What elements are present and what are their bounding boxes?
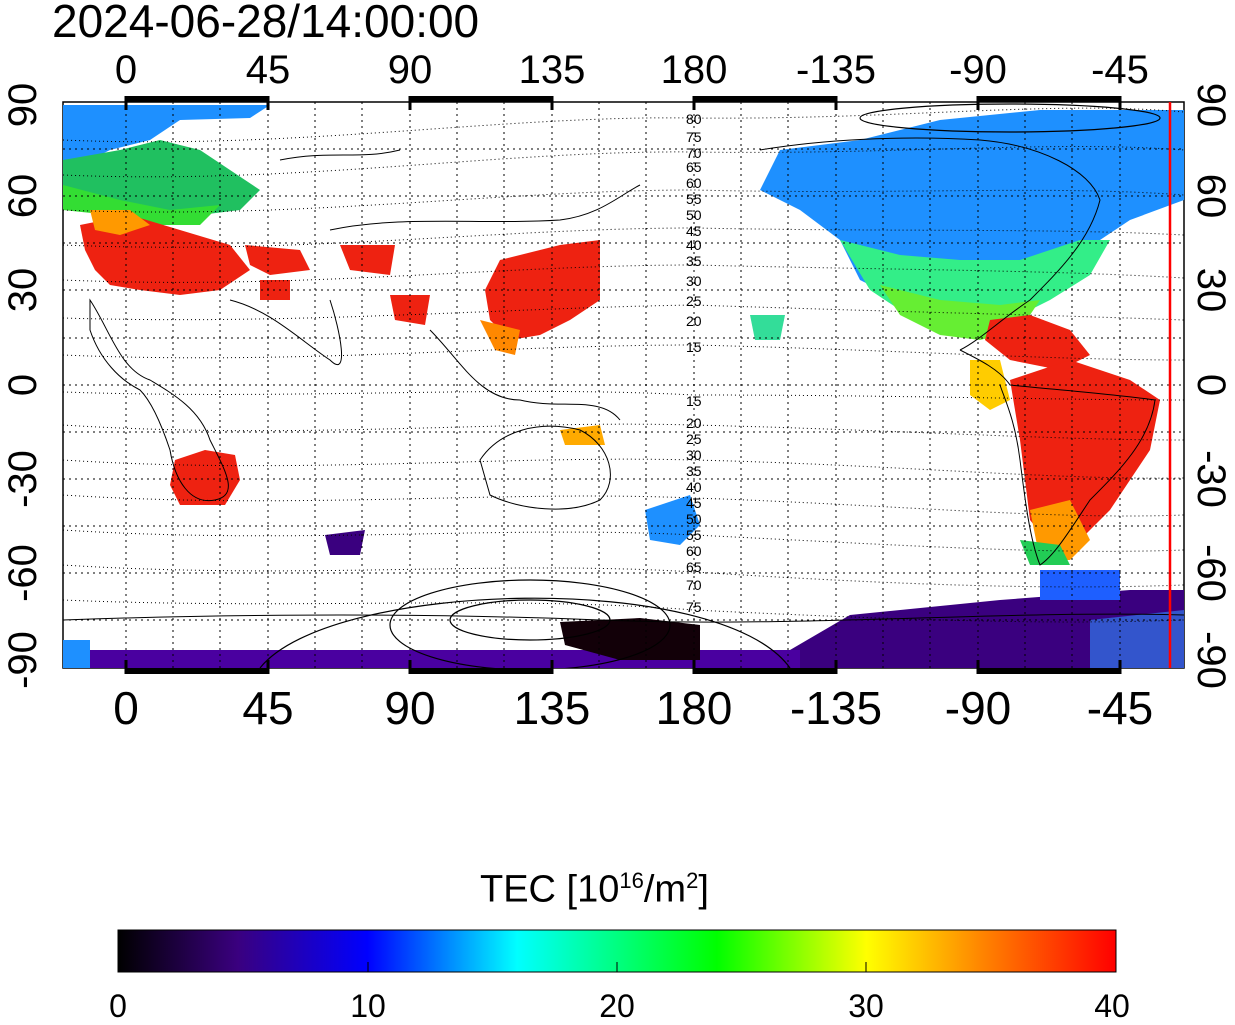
lat-right-tick-0: 90 (1189, 83, 1233, 128)
colorbar-tick-20: 20 (599, 988, 635, 1024)
pole-contours (259, 103, 1161, 668)
lat-left-tick-2: 30 (1, 268, 45, 313)
contour-label-s30: 30 (686, 447, 702, 463)
contour-label-n60: 60 (686, 175, 702, 191)
lon-top-tick-5: -135 (796, 48, 876, 92)
contour-label-s50: 50 (686, 511, 702, 527)
contour-label-s25: 25 (686, 431, 702, 447)
lat-right-tick-2: 30 (1189, 268, 1233, 313)
lon-bottom-tick-5: -135 (790, 682, 882, 734)
lon-top-tick-0: 0 (115, 48, 137, 92)
contour-label-s60: 60 (686, 543, 702, 559)
colorbar-label: TEC [1016/m2] (480, 868, 709, 912)
lon-top-tick-3: 135 (519, 48, 586, 92)
lon-top-tick-2: 90 (388, 48, 433, 92)
lon-top-tick-7: -45 (1091, 48, 1149, 92)
lon-axis-top: 0 45 90 135 180 -135 -90 -45 (115, 48, 1149, 92)
lon-bottom-tick-1: 45 (242, 682, 293, 734)
contour-label-n35: 35 (686, 253, 702, 269)
contour-label-n45: 45 (686, 223, 702, 239)
lat-left-tick-3: 0 (1, 374, 45, 396)
lat-right-tick-5: -60 (1189, 544, 1233, 602)
tec-data-layer (63, 105, 1184, 668)
contour-label-s40: 40 (686, 479, 702, 495)
contour-label-n50: 50 (686, 207, 702, 223)
map-title: 2024-06-28/14:00:00 (52, 0, 480, 47)
lon-top-tick-1: 45 (246, 48, 291, 92)
contour-label-s75: 75 (686, 599, 702, 615)
lat-right-tick-6: -90 (1189, 631, 1233, 689)
lon-bottom-tick-4: 180 (656, 682, 733, 734)
lat-left-tick-1: 60 (1, 174, 45, 219)
lon-bottom-tick-7: -45 (1087, 682, 1153, 734)
lat-left-tick-6: -90 (1, 631, 45, 689)
lat-left-tick-4: -30 (1, 450, 45, 508)
coastlines (63, 137, 1184, 623)
contour-label-s35: 35 (686, 463, 702, 479)
contour-label-n55: 55 (686, 191, 702, 207)
contour-label-s55: 55 (686, 527, 702, 543)
contour-label-n40: 40 (686, 237, 702, 253)
lon-top-tick-4: 180 (661, 48, 728, 92)
lon-top-tick-6: -90 (949, 48, 1007, 92)
contour-label-n75: 75 (686, 129, 702, 145)
contour-label-n70: 70 (686, 145, 702, 161)
lat-right-tick-1: 60 (1189, 174, 1233, 219)
contour-label-s70: 70 (686, 577, 702, 593)
colorbar-label-mid: /m (643, 868, 687, 911)
lat-axis-right: 90 60 30 0 -30 -60 -90 (1189, 83, 1233, 689)
contour-label-n15: 15 (686, 339, 702, 355)
lat-right-tick-4: -30 (1189, 450, 1233, 508)
colorbar-tick-0: 0 (109, 988, 127, 1024)
contour-labels: 80 75 70 65 60 55 50 45 40 35 30 25 20 1… (686, 111, 702, 615)
contour-label-n20: 20 (686, 313, 702, 329)
contour-label-n25: 25 (686, 293, 702, 309)
graticule (63, 102, 1184, 668)
lon-bottom-tick-6: -90 (945, 682, 1011, 734)
colorbar-ticks (367, 962, 867, 972)
lon-bottom-tick-0: 0 (113, 682, 139, 734)
lat-left-tick-0: 90 (1, 83, 45, 128)
colorbar-tick-30: 30 (848, 988, 884, 1024)
lat-left-tick-5: -60 (1, 544, 45, 602)
contour-label-s45: 45 (686, 495, 702, 511)
colorbar-tick-10: 10 (350, 988, 386, 1024)
map-content (63, 102, 1184, 668)
magnetic-contours (63, 107, 1184, 623)
colorbar-tick-40: 40 (1094, 988, 1130, 1024)
contour-label-s20: 20 (686, 415, 702, 431)
contour-label-s15: 15 (686, 393, 702, 409)
colorbar-label-suffix: ] (698, 868, 709, 911)
lon-axis-bottom: 0 45 90 135 180 -135 -90 -45 (113, 682, 1153, 734)
colorbar-label-prefix: TEC [10 (480, 868, 620, 911)
lon-bottom-tick-2: 90 (384, 682, 435, 734)
lat-axis-left: 90 60 30 0 -30 -60 -90 (1, 83, 45, 689)
lon-bottom-tick-3: 135 (514, 682, 591, 734)
colorbar-label-exponent2: 2 (686, 868, 699, 893)
contour-label-n65: 65 (686, 159, 702, 175)
contour-label-s65: 65 (686, 559, 702, 575)
frame-bars (126, 96, 1120, 674)
contour-label-n30: 30 (686, 273, 702, 289)
contour-label-n80: 80 (686, 111, 702, 127)
lat-right-tick-3: 0 (1189, 374, 1233, 396)
colorbar-label-exponent: 16 (619, 868, 644, 893)
